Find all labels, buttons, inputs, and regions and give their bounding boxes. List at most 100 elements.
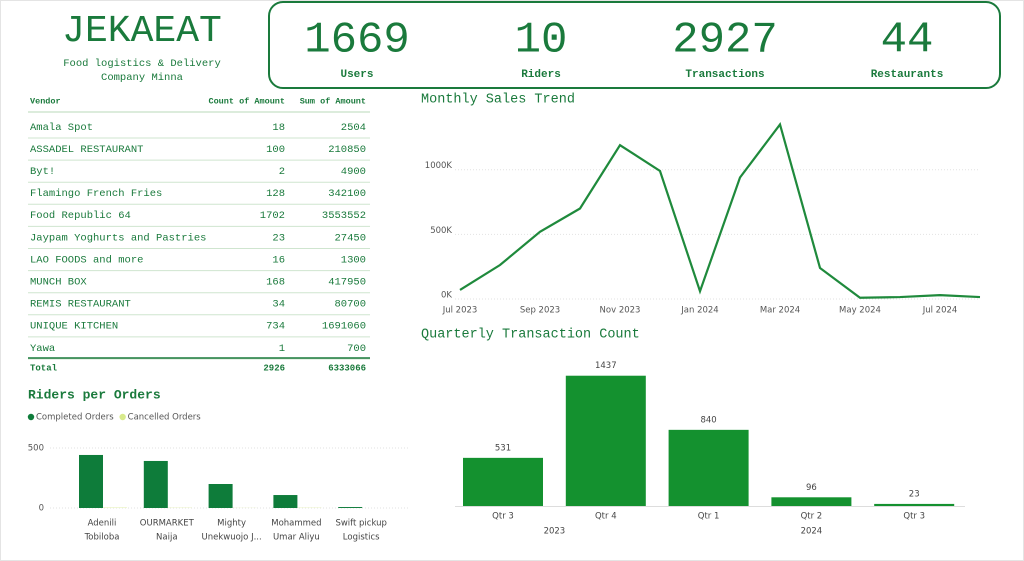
table-cell: 1300 <box>341 254 366 266</box>
x-tick-label: Qtr 3 <box>492 512 514 522</box>
kpi-box <box>268 1 1001 89</box>
table-header: Sum of Amount <box>300 96 366 106</box>
data-label: 531 <box>495 443 511 453</box>
bar <box>208 484 233 508</box>
table-cell: ASSADEL RESTAURANT <box>30 144 143 156</box>
x-tick-label: May 2024 <box>839 306 881 316</box>
chart-title: Monthly Sales Trend <box>421 93 575 108</box>
x-tick-label: Mohammed <box>271 519 321 529</box>
y-tick-label: 0K <box>441 291 452 301</box>
y-tick-label: 500K <box>430 226 452 236</box>
table-cell: MUNCH BOX <box>30 276 87 288</box>
table-cell: LAO FOODS and more <box>30 254 143 266</box>
bar <box>79 454 103 508</box>
x-tick-label: Qtr 3 <box>903 512 925 522</box>
y-tick-label: 1000K <box>425 161 453 171</box>
table-total: 6333066 <box>328 363 366 373</box>
data-label: 96 <box>806 483 817 493</box>
y-tick-label: 0 <box>39 504 44 514</box>
x-tick-label: Umar Aliyu <box>273 533 320 543</box>
x-tick-label: Qtr 1 <box>698 512 720 522</box>
bar <box>565 375 646 506</box>
kpi-value: 1669 <box>304 16 410 66</box>
table-cell: 417950 <box>328 276 366 288</box>
table-total: Total <box>30 363 58 373</box>
x-tick-label: Adenili <box>88 519 117 529</box>
subtitle: Food logistics & Delivery <box>63 58 221 70</box>
table-header: Vendor <box>30 96 61 106</box>
table-cell: 3553552 <box>322 210 366 222</box>
kpi-label: Transactions <box>685 69 764 81</box>
bar <box>338 507 363 508</box>
kpi-label: Restaurants <box>871 69 944 81</box>
x-tick-label: Jul 2024 <box>922 306 958 316</box>
bar <box>874 503 955 506</box>
kpi-value: 10 <box>515 16 568 66</box>
table-total: 2926 <box>263 363 285 373</box>
x-tick-label: OURMARKET <box>140 519 195 529</box>
kpi-label: Users <box>340 69 373 81</box>
x-tick-label: Swift pickup <box>335 519 386 529</box>
table-cell: 1 <box>279 343 285 355</box>
year-label: 2024 <box>801 527 823 537</box>
table-cell: 210850 <box>328 144 366 156</box>
legend-swatch <box>119 413 126 421</box>
x-tick-label: Mar 2024 <box>760 306 800 316</box>
legend-label: Cancelled Orders <box>128 413 202 423</box>
bar <box>668 429 749 506</box>
table-cell: 27450 <box>334 232 366 244</box>
table-cell: 80700 <box>334 299 366 311</box>
chart-title: Riders per Orders <box>28 387 161 402</box>
bar <box>143 460 168 508</box>
table-cell: 16 <box>272 254 285 266</box>
table-cell: Food Republic 64 <box>30 210 131 222</box>
kpi-value: 2927 <box>672 16 778 66</box>
table-cell: 18 <box>272 122 285 134</box>
table-cell: Byt! <box>30 166 55 178</box>
x-tick-label: Jan 2024 <box>680 306 718 316</box>
year-label: 2023 <box>544 527 566 537</box>
table-cell: UNIQUE KITCHEN <box>30 321 118 333</box>
legend-label: Completed Orders <box>36 413 114 423</box>
sales-line <box>459 122 981 299</box>
data-label: 23 <box>909 489 920 499</box>
bar <box>463 457 543 506</box>
table-cell: 2504 <box>341 122 366 134</box>
data-label: 1437 <box>595 361 617 371</box>
chart-title: Quarterly Transaction Count <box>421 328 640 343</box>
x-tick-label: Unekwuojo J... <box>202 533 262 543</box>
x-tick-label: Naija <box>156 533 178 543</box>
x-tick-label: Mighty <box>217 519 246 529</box>
table-cell: REMIS RESTAURANT <box>30 299 131 311</box>
x-tick-label: Sep 2023 <box>520 306 560 316</box>
table-header: Count of Amount <box>208 96 285 106</box>
kpi-value: 44 <box>881 16 934 66</box>
bar <box>273 495 298 508</box>
table-cell: 34 <box>272 299 285 311</box>
table-cell: 168 <box>266 276 285 288</box>
table-cell: 734 <box>266 321 285 333</box>
y-tick-label: 500 <box>28 444 44 454</box>
table-cell: 342100 <box>328 188 366 200</box>
table-cell: Flamingo French Fries <box>30 188 162 200</box>
table-cell: Amala Spot <box>30 122 93 134</box>
data-label: 840 <box>700 415 716 425</box>
subtitle: Company Minna <box>101 72 183 84</box>
x-tick-label: Jul 2023 <box>442 306 478 316</box>
x-tick-label: Nov 2023 <box>600 306 641 316</box>
x-tick-label: Logistics <box>343 533 380 543</box>
table-cell: 1691060 <box>322 321 366 333</box>
table-cell: 4900 <box>341 166 366 178</box>
table-cell: 700 <box>347 343 366 355</box>
kpi-label: Riders <box>521 69 561 81</box>
bar <box>771 497 852 506</box>
table-cell: 1702 <box>260 210 285 222</box>
table-cell: Jaypam Yoghurts and Pastries <box>30 232 206 244</box>
x-tick-label: Qtr 2 <box>801 512 823 522</box>
table-cell: 128 <box>266 188 285 200</box>
x-tick-label: Tobiloba <box>84 533 120 543</box>
table-cell: Yawa <box>30 343 55 355</box>
app-title: JEKAEAT <box>62 10 222 53</box>
table-cell: 100 <box>266 144 285 156</box>
